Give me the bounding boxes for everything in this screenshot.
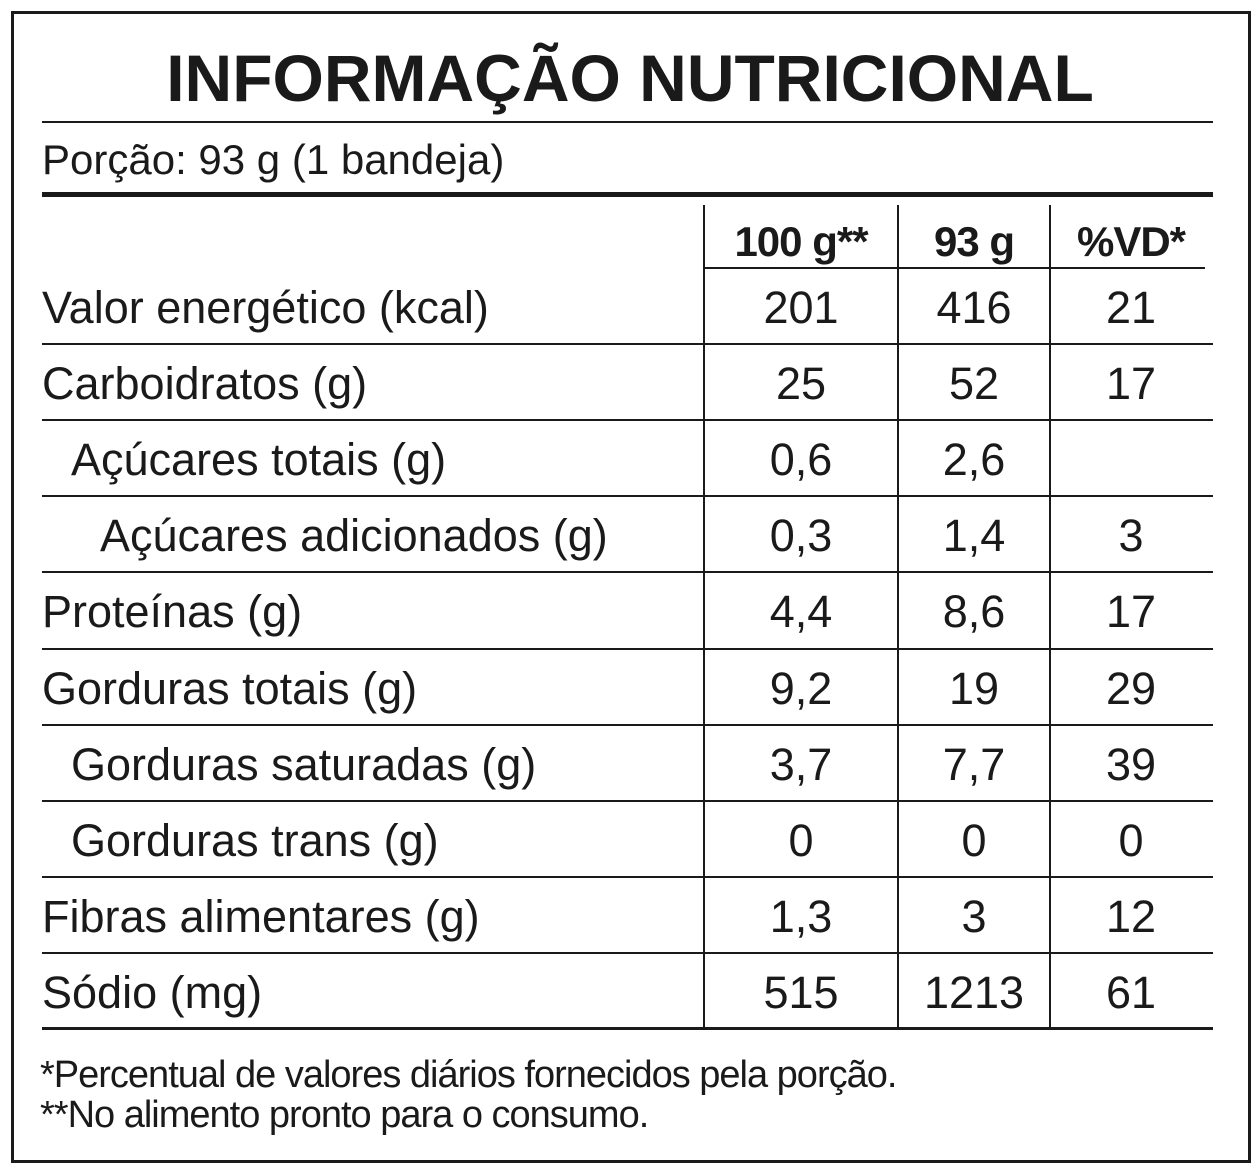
cell-value: 3,7 bbox=[769, 738, 833, 790]
cell-value: 4,4 bbox=[769, 586, 833, 638]
row-label: Gorduras totais (g) bbox=[42, 662, 418, 714]
cell-value: 3 bbox=[1118, 510, 1144, 562]
column-rule bbox=[897, 205, 899, 1028]
cell-value: 1,4 bbox=[942, 510, 1006, 562]
cell-value: 8,6 bbox=[942, 586, 1006, 638]
serving: Porção: 93 g (1 bandeja) bbox=[42, 136, 505, 183]
rule bbox=[42, 419, 1213, 422]
row-label: Sódio (mg) bbox=[42, 966, 263, 1018]
column-rule bbox=[1049, 205, 1051, 1028]
cell-value: 0 bbox=[788, 814, 814, 866]
cell-value: 61 bbox=[1105, 966, 1157, 1018]
cell-value: 1,3 bbox=[769, 890, 833, 942]
cell-value: 12 bbox=[1105, 890, 1157, 942]
cell-value: 0,6 bbox=[769, 434, 833, 486]
column-header: 100 g** bbox=[734, 218, 868, 265]
cell-value: 21 bbox=[1105, 282, 1157, 333]
cell-value: 0,3 bbox=[769, 510, 833, 562]
column-rule bbox=[703, 205, 705, 1028]
rule bbox=[42, 571, 1213, 574]
row-label: Gorduras trans (g) bbox=[71, 814, 439, 866]
cell-value: 17 bbox=[1105, 586, 1157, 638]
rule bbox=[42, 647, 1213, 650]
row-label: Açúcares adicionados (g) bbox=[100, 510, 608, 562]
row-label: Açúcares totais (g) bbox=[71, 434, 447, 486]
row-label: Proteínas (g) bbox=[42, 586, 303, 638]
cell-value: 52 bbox=[948, 358, 1000, 410]
cell-value: 19 bbox=[948, 662, 1000, 714]
rule bbox=[42, 495, 1213, 498]
rule bbox=[42, 799, 1213, 802]
cell-value: 25 bbox=[775, 358, 827, 410]
cell-value: 515 bbox=[763, 966, 839, 1018]
title: INFORMAÇÃO NUTRICIONAL bbox=[166, 41, 1094, 115]
cell-value: 1213 bbox=[923, 966, 1025, 1018]
rule bbox=[42, 951, 1213, 954]
cell-value: 201 bbox=[763, 282, 839, 333]
row-label: Gorduras saturadas (g) bbox=[71, 738, 537, 790]
rule bbox=[42, 192, 1213, 197]
footnote: *Percentual de valores diários fornecido… bbox=[40, 1054, 897, 1096]
rule bbox=[42, 723, 1213, 726]
rule bbox=[42, 1027, 1213, 1030]
rule bbox=[42, 121, 1213, 123]
row-label: Carboidratos (g) bbox=[42, 358, 368, 410]
cell-value: 416 bbox=[936, 282, 1012, 333]
frame bbox=[11, 11, 1251, 1163]
cell-value: 3 bbox=[961, 890, 987, 942]
column-header: 93 g bbox=[933, 218, 1015, 265]
rule bbox=[42, 343, 1213, 346]
cell-value: 39 bbox=[1105, 738, 1157, 790]
cell-value: 2,6 bbox=[942, 434, 1006, 486]
cell-value: 17 bbox=[1105, 358, 1157, 410]
cell-value: 0 bbox=[961, 814, 987, 866]
rule bbox=[42, 875, 1213, 878]
cell-value: 7,7 bbox=[942, 738, 1006, 790]
cell-value: 0 bbox=[1118, 814, 1144, 866]
column-header: %VD* bbox=[1076, 218, 1186, 265]
row-label: Valor energético (kcal) bbox=[42, 282, 489, 333]
cell-value: 9,2 bbox=[769, 662, 833, 714]
row-label: Fibras alimentares (g) bbox=[42, 890, 480, 942]
rule bbox=[704, 267, 1205, 269]
footnote: **No alimento pronto para o consumo. bbox=[40, 1094, 649, 1136]
cell-value: 29 bbox=[1105, 662, 1157, 714]
